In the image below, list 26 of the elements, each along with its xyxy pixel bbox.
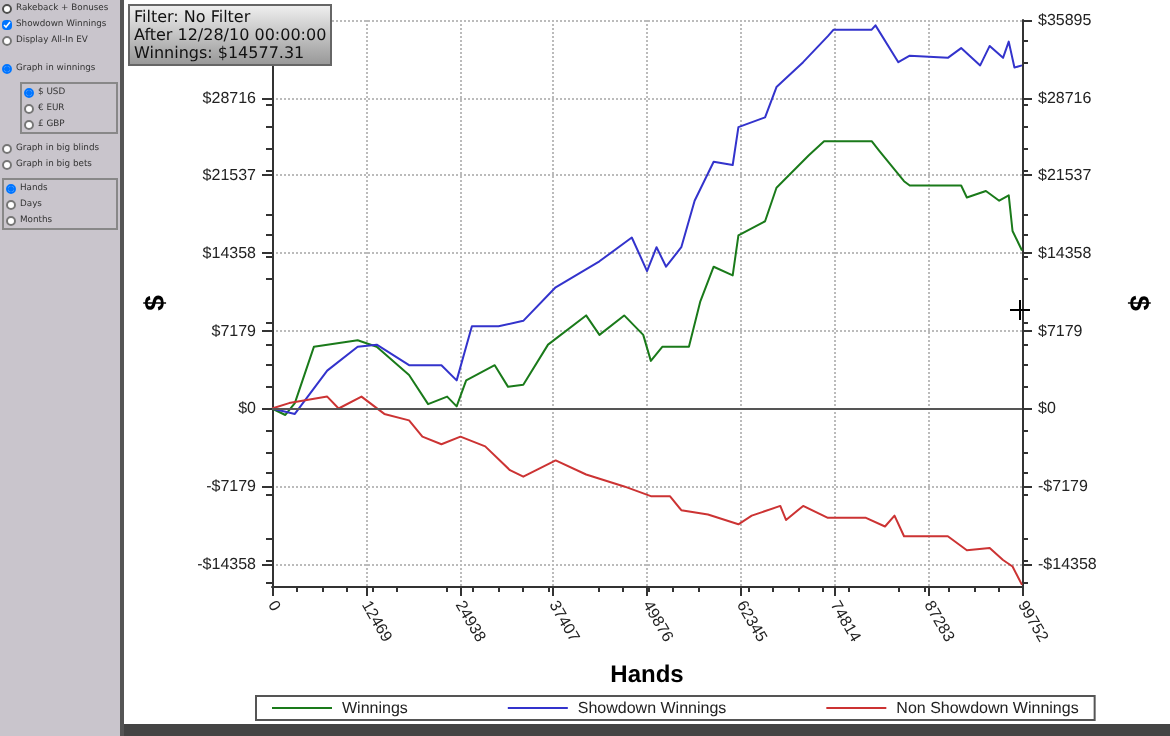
line-series (271, 140, 1023, 416)
y-tick-label: $28716 (202, 88, 258, 107)
y-tick-label: $21537 (202, 166, 258, 185)
y2-tick-label: $14358 (1038, 244, 1093, 263)
y-tick-label: $14358 (202, 244, 258, 263)
y-tick-label: $0 (238, 399, 258, 418)
y2-tick-label: $0 (1038, 399, 1057, 418)
legend-label: Non Showdown Winnings (896, 699, 1079, 717)
y2-tick-label: -$7179 (1038, 477, 1089, 496)
y-axis-title: $ (138, 294, 170, 311)
y2-tick-label: $28716 (1038, 88, 1093, 107)
y2-tick-label: $35895 (1038, 11, 1093, 29)
y-tick-label: $7179 (211, 321, 258, 340)
annotation: Winnings: $14577.31 (134, 44, 307, 62)
annotation: After 12/28/10 00:00:00 (134, 26, 327, 44)
legend-label: Showdown Winnings (577, 699, 727, 717)
x-tick-label: 0 (264, 597, 285, 616)
text: Filter: No Filter (134, 8, 253, 26)
y-tick-label: -$7179 (206, 477, 258, 496)
legend-label: Winnings (342, 699, 408, 717)
y2-axis-title: $ (1124, 295, 1156, 312)
y2-tick-label: $21537 (1038, 166, 1093, 185)
y2-tick-label: $7179 (1038, 321, 1084, 340)
y-tick-label: -$14358 (197, 554, 258, 573)
y2-tick-label: -$14358 (1038, 554, 1098, 573)
x-axis-title: Hands (610, 660, 685, 688)
